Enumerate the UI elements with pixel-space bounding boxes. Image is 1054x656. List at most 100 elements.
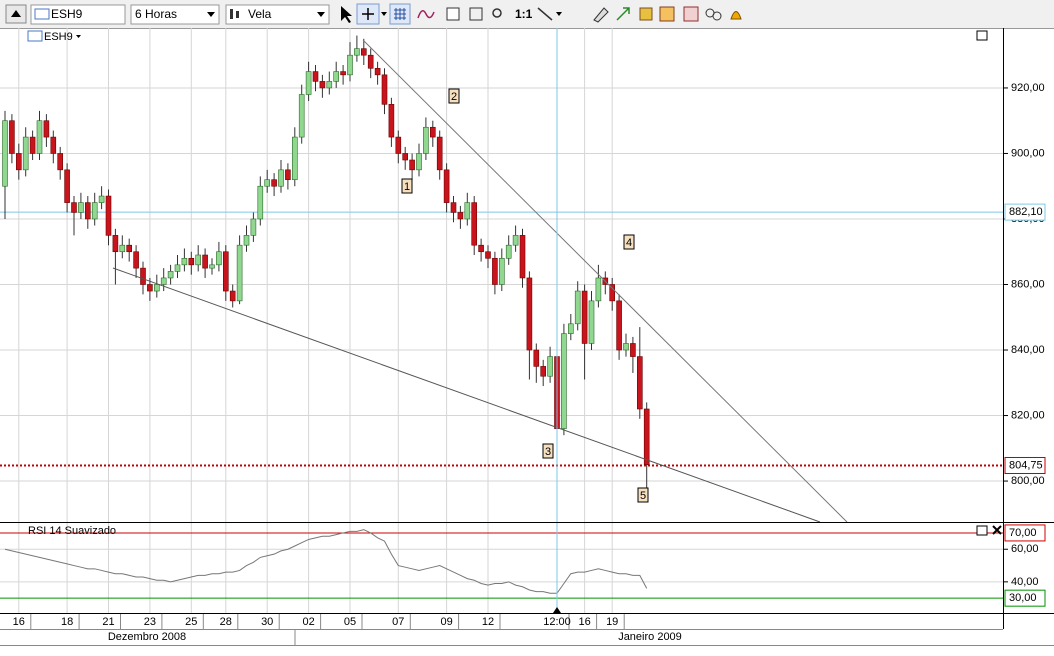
candle-body [22, 136, 29, 171]
x-tick-label: 16 [13, 616, 25, 628]
info-tool[interactable] [446, 7, 460, 21]
x-tick-label: 12 [482, 616, 494, 628]
level-tag [1004, 524, 1046, 542]
symbol-input[interactable] [30, 4, 126, 25]
x-tick-label: 23 [144, 616, 156, 628]
dropdown-arrow [556, 12, 562, 16]
level-label: 70,00 [1009, 527, 1037, 539]
candle-body [133, 251, 139, 269]
candle-body [43, 120, 50, 138]
candle-body [340, 71, 346, 76]
candle-body [202, 254, 208, 269]
annotation-box [637, 487, 649, 503]
interval-select[interactable] [130, 4, 220, 25]
line-tool[interactable] [537, 7, 553, 21]
annotation: 3 [545, 446, 551, 458]
candle-body [471, 202, 478, 246]
interval-text: 6 Horas [135, 7, 177, 21]
candle-body [443, 169, 450, 203]
x-tick-label: 07 [392, 616, 404, 628]
eraser-tool[interactable] [593, 7, 609, 23]
plot: 16 18 21 23 25 28 30 02 05 07 09 12 12:00 16 19Dezembr… [0, 28, 1054, 646]
candle-body [367, 54, 374, 69]
month-label: Dezembro 2008 [108, 631, 186, 643]
candle-body [285, 169, 291, 180]
dropdown-arrow [317, 12, 325, 17]
candle-body [581, 290, 588, 344]
trend-line [362, 39, 848, 523]
candle-body [388, 104, 395, 138]
candle-body [464, 202, 471, 220]
close-button[interactable] [992, 525, 1002, 535]
candle-body [526, 277, 533, 351]
maximize-button[interactable] [976, 525, 988, 536]
dropdown-arrow [76, 35, 81, 38]
candle-body [85, 202, 91, 220]
candle-body [333, 71, 340, 82]
candle-body [15, 153, 22, 171]
candle-body [50, 136, 57, 154]
candle-icon [236, 11, 239, 18]
candle-body [636, 356, 643, 410]
candle-body [216, 251, 222, 266]
pointer-tool[interactable] [341, 6, 352, 23]
y-tick-label: 800,00 [1011, 475, 1045, 487]
indicator-tool[interactable] [417, 10, 435, 19]
maximize-button[interactable] [976, 30, 988, 41]
collapse-icon [11, 10, 21, 17]
annotation: 5 [640, 490, 646, 502]
month-label: Janeiro 2009 [618, 631, 682, 643]
alert-tool[interactable] [730, 11, 742, 20]
annotation: 4 [626, 237, 632, 249]
zoom-box-tool[interactable] [469, 7, 483, 21]
x-tick-label: 21 [102, 616, 114, 628]
candle-body [154, 284, 160, 292]
x-tick-label: 28 [220, 616, 232, 628]
candle-body [98, 195, 105, 203]
crosshair-icon [362, 8, 374, 20]
candle-body [561, 333, 567, 429]
zoom-tool[interactable] [492, 8, 502, 18]
y-tick-label: 840,00 [1011, 344, 1045, 356]
candle-body [630, 343, 636, 357]
tool-icon[interactable] [639, 7, 653, 21]
candle-body [126, 244, 132, 253]
candle-body [616, 300, 622, 351]
candle-body [457, 212, 464, 220]
candle-body [423, 126, 429, 154]
candle-body [505, 244, 512, 259]
candle-body [195, 254, 201, 266]
tool-icon[interactable] [683, 6, 699, 22]
arrow-tool[interactable] [616, 7, 630, 21]
tool-icon[interactable] [712, 11, 722, 21]
candle-body [374, 67, 381, 76]
x-tick-label: 09 [440, 616, 452, 628]
candle-body [540, 366, 547, 377]
y-tick-label: 860,00 [1011, 278, 1045, 290]
x-tick-label: 25 [185, 616, 197, 628]
candle-body [312, 71, 319, 82]
trend-line [112, 267, 821, 523]
candle-body [609, 284, 616, 302]
candle-body [347, 54, 353, 76]
x-tick-label: 30 [261, 616, 273, 628]
candle-body [257, 185, 264, 220]
style-text: Vela [248, 7, 272, 21]
candle-body [236, 244, 243, 302]
zoom-ratio[interactable]: 1:1 [515, 7, 533, 21]
ft-icon [27, 30, 43, 42]
style-select[interactable] [225, 4, 330, 25]
annotation-box [401, 178, 413, 194]
candle-body [429, 126, 436, 138]
candle-body [492, 257, 498, 285]
candle-body [319, 81, 326, 89]
candle-body [105, 195, 112, 236]
level-tag [1004, 456, 1046, 474]
x-tick-label: 19 [606, 616, 618, 628]
candle-body [643, 408, 650, 465]
x-tick-label: 16 [578, 616, 590, 628]
candle-body [291, 136, 298, 180]
level-tag [1004, 589, 1046, 607]
x-tick-label: 12:00 [543, 616, 571, 628]
tool-icon[interactable] [659, 6, 675, 22]
